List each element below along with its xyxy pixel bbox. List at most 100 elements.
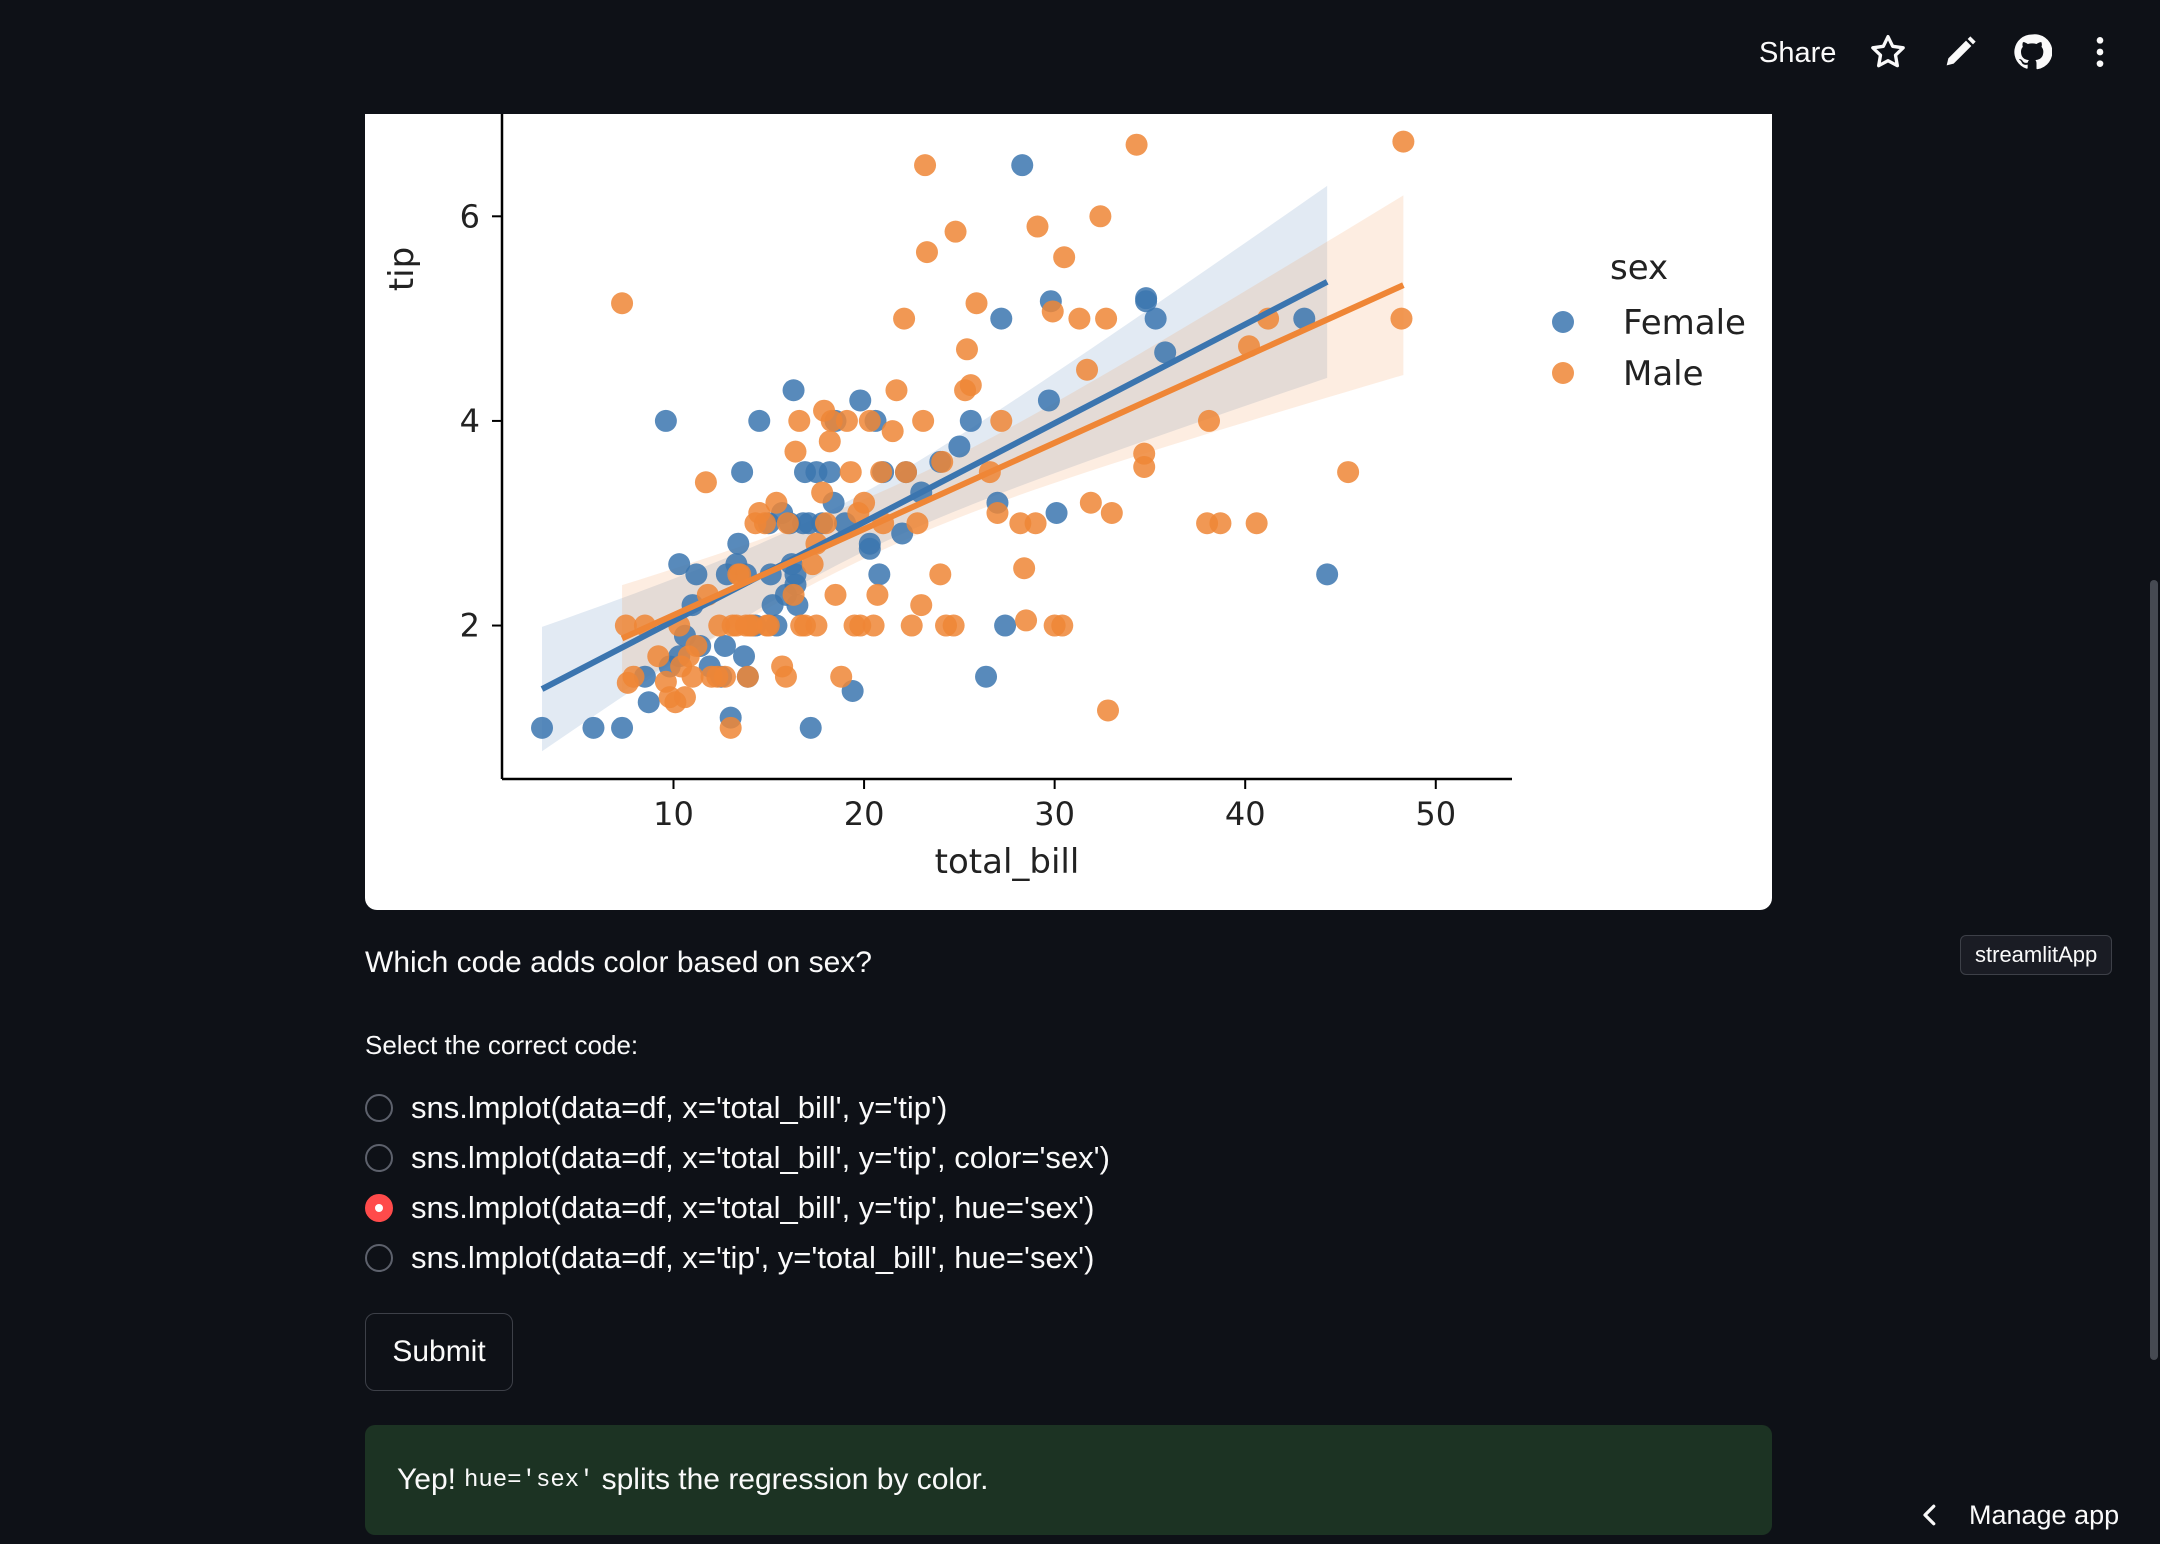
radio-option-label: sns.lmplot(data=df, x='total_bill', y='t… [411,1090,948,1125]
scatter-point-female [792,512,815,535]
scatter-point-male [774,665,797,688]
scatter-point-male [858,409,881,432]
scatter-point-female [611,716,634,739]
scatter-point-female [637,691,660,714]
scrollbar[interactable] [2150,580,2158,1360]
scatter-point-male [1041,300,1064,323]
x-axis-label: total_bill [935,842,1080,882]
github-icon[interactable] [2012,32,2053,72]
scatter-point-male [931,450,954,473]
select-label: Select the correct code: [365,1030,639,1060]
scatter-point-female [727,532,750,555]
scatter-point-male [738,614,761,637]
scatter-point-male [830,665,853,688]
share-button[interactable]: Share [1759,37,1837,69]
scatter-point-male [853,491,876,514]
scatter-point-male [893,307,916,330]
scatter-point-male [986,502,1009,524]
scatter-point-male [694,471,717,494]
scatter-point-male [1100,502,1123,524]
legend-marker-male [1552,362,1574,384]
scatter-point-female [782,379,805,402]
scatter-point-male [906,512,929,535]
scatter-point-male [1125,133,1148,156]
scatter-point-male [849,614,872,637]
chart-card: 10 20 30 40 50 2 4 6 total_bill tip sex Female Male [365,114,1772,910]
scatter-point-male [965,292,988,315]
scatter-point-male [677,645,700,668]
star-icon[interactable] [1868,32,1908,72]
scatter-point-male [727,563,750,586]
scatter-point-female [1293,307,1316,330]
scatter-point-female [1135,290,1158,313]
radio-circle[interactable] [365,1194,393,1222]
scatter-point-male [1024,512,1047,535]
scatter-chart: 10 20 30 40 50 2 4 6 total_bill tip sex Female Male [382,114,1746,882]
scatter-point-male [681,665,704,688]
scatter-point-male [866,583,889,606]
scatter-point-female [849,389,872,412]
scatter-point-female [1037,389,1060,412]
success-code: hue='sex' [463,1466,594,1494]
scatter-point-male [755,614,778,637]
scatter-point-male [942,614,965,637]
legend-label-female: Female [1623,303,1746,343]
radio-circle[interactable] [365,1144,393,1172]
y-tick-label: 4 [460,402,480,440]
x-tick-label: 10 [653,795,694,833]
scatter-point-male [1079,491,1102,514]
pencil-icon[interactable] [1940,32,1980,72]
scatter-point-male [824,583,847,606]
scatter-point-female [531,716,554,739]
scatter-point-female [668,553,691,576]
scatter-point-female [990,307,1013,330]
scatter-point-female [799,716,822,739]
scatter-point-female [582,716,605,739]
success-suffix: splits the regression by color. [601,1463,989,1496]
radio-circle[interactable] [365,1094,393,1122]
scatter-point-male [790,614,813,637]
scatter-point-female [733,645,756,668]
scatter-point-female [748,409,771,432]
scatter-point-female [948,435,971,458]
legend-label-male: Male [1623,354,1704,394]
scatter-point-male [870,461,893,484]
radio-option-2[interactable]: sns.lmplot(data=df, x='total_bill', y='t… [365,1136,1110,1180]
legend-marker-female [1552,311,1574,333]
radio-option-3[interactable]: sns.lmplot(data=df, x='total_bill', y='t… [365,1186,1094,1230]
question-text: Which code adds color based on sex? [365,946,872,979]
scatter-point-male [788,409,811,432]
scatter-point-female [1045,502,1068,524]
scatter-point-male [839,461,862,484]
scatter-point-male [1337,461,1360,484]
radio-circle[interactable] [365,1244,393,1272]
scatter-point-male [895,461,917,484]
scatter-point-female [731,461,754,484]
scatter-point-male [1097,699,1119,722]
scatter-point-male [622,665,645,688]
scatter-point-male [1198,409,1220,432]
scatter-point-male [784,440,807,463]
scatter-point-male [835,409,858,432]
scatter-point-male [914,154,937,177]
more-vertical-icon[interactable] [2080,32,2120,72]
scatter-point-female [975,665,998,688]
chevron-left-icon [1923,1504,1936,1526]
radio-option-1[interactable]: sns.lmplot(data=df, x='total_bill', y='t… [365,1086,947,1130]
y-tick-label: 6 [460,197,480,235]
scatter-point-female [868,563,891,586]
success-prefix: Yep! [397,1463,456,1496]
radio-option-4[interactable]: sns.lmplot(data=df, x='tip', y='total_bi… [365,1236,1094,1280]
scatter-point-male [814,512,837,535]
regression-line-male [620,282,1405,642]
manage-app-button[interactable]: Manage app [1915,1495,2119,1535]
scatter-point-female [994,614,1017,637]
submit-button[interactable]: Submit [365,1313,513,1391]
scatter-point-male [1095,307,1118,330]
scatter-point-male [753,512,776,535]
app-name-tooltip: streamlitApp [1960,935,2113,975]
scatter-point-male [673,686,696,709]
scatter-point-male [1390,307,1413,330]
scatter-point-female [959,409,982,432]
scatter-point-female [858,537,881,560]
